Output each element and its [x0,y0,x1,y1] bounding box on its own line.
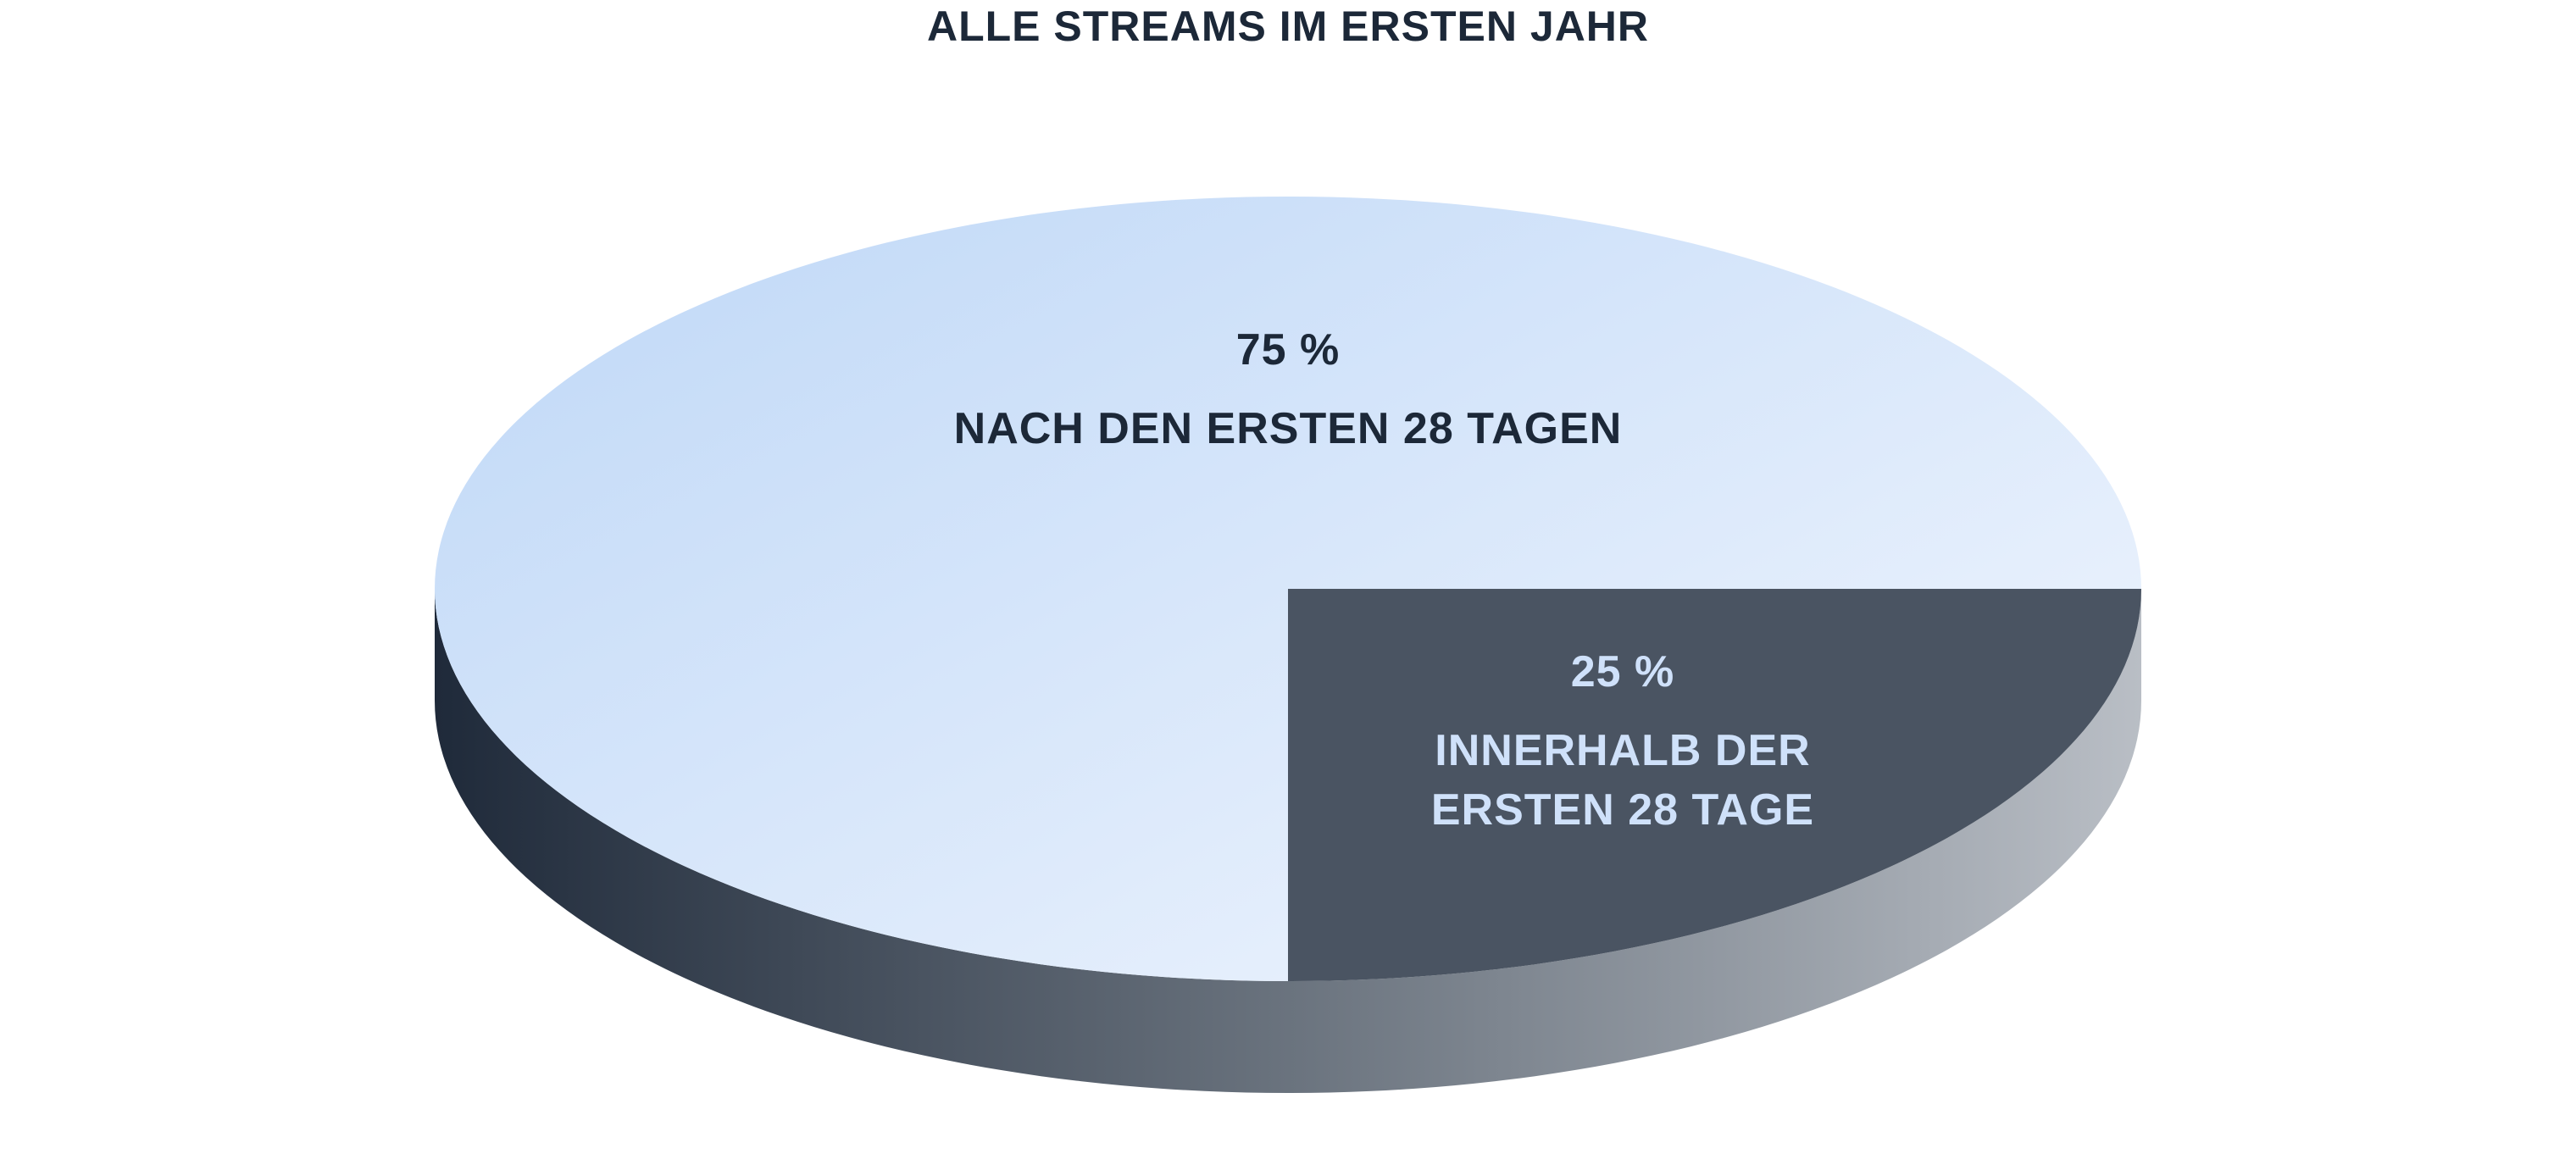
category-label-after-28-days-line-1: NACH DEN ERSTEN 28 TAGEN [954,404,1623,453]
slice-labels: 75 % NACH DEN ERSTEN 28 TAGEN 25 % INNERHAL… [954,325,1814,835]
value-label-within-28-days: 25 % [1571,647,1675,696]
pie-top [435,197,2141,981]
category-label-within-28-days-line-2: ERSTEN 28 TAGE [1431,785,1814,835]
chart-title: ALLE STREAMS IM ERSTEN JAHR [927,3,1649,50]
pie-side-wall [435,589,2141,1093]
value-label-after-28-days: 75 % [1236,325,1341,374]
pie-slice-within-28-days [1288,589,2141,981]
category-label-within-28-days-line-1: INNERHALB DER [1435,726,1810,775]
